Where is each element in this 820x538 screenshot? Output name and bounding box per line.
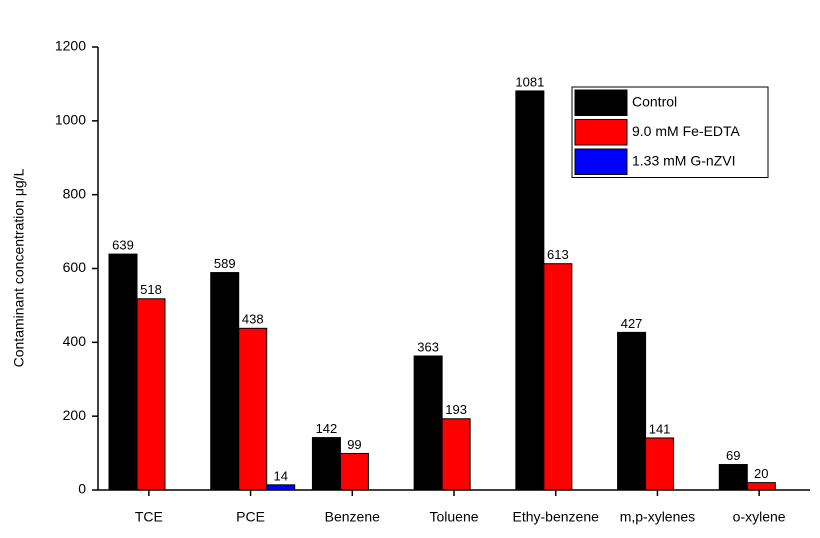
bar xyxy=(210,272,240,491)
y-tick-label: 0 xyxy=(78,481,86,497)
bar xyxy=(108,253,138,491)
bar xyxy=(645,437,675,491)
x-tick-label: TCE xyxy=(135,509,163,525)
data-label: 613 xyxy=(547,247,569,262)
data-label: 363 xyxy=(417,339,439,354)
data-label: 589 xyxy=(214,256,236,271)
y-tick-label: 400 xyxy=(63,333,87,349)
y-axis-title: Contaminant concentration μg/L xyxy=(11,168,27,367)
y-tick-label: 200 xyxy=(63,407,87,423)
legend-label: 1.33 mM G-nZVI xyxy=(632,152,735,168)
bar xyxy=(718,464,748,491)
x-tick-label: PCE xyxy=(236,509,265,525)
legend-swatch xyxy=(574,148,628,175)
bar xyxy=(339,452,369,491)
bar xyxy=(746,482,776,491)
bar xyxy=(136,298,166,491)
data-label: 1081 xyxy=(515,74,544,89)
bar xyxy=(617,331,647,491)
bar xyxy=(413,355,443,491)
y-tick-label: 600 xyxy=(63,259,87,275)
y-tick-label: 1000 xyxy=(55,112,86,128)
data-label: 69 xyxy=(726,448,740,463)
bar xyxy=(266,484,296,491)
data-label: 193 xyxy=(445,402,467,417)
legend-swatch xyxy=(574,119,628,146)
x-tick-label: Toluene xyxy=(429,509,478,525)
legend-label: Control xyxy=(632,93,677,109)
data-label: 142 xyxy=(316,421,338,436)
bar xyxy=(441,418,471,491)
legend-swatch xyxy=(574,89,628,116)
data-label: 99 xyxy=(347,437,361,452)
bar xyxy=(543,263,573,491)
bar xyxy=(311,437,341,491)
legend-label: 9.0 mM Fe-EDTA xyxy=(632,123,741,139)
bar xyxy=(515,90,545,491)
x-tick-label: m,p-xylenes xyxy=(620,509,695,525)
y-tick-label: 1200 xyxy=(55,38,86,54)
x-tick-label: o-xylene xyxy=(733,509,786,525)
bar xyxy=(238,327,268,491)
data-label: 438 xyxy=(242,312,264,327)
x-tick-label: Benzene xyxy=(325,509,380,525)
y-tick-label: 800 xyxy=(63,185,87,201)
data-label: 20 xyxy=(754,466,768,481)
x-tick-label: Ethy-benzene xyxy=(513,509,600,525)
data-label: 141 xyxy=(649,421,671,436)
data-label: 518 xyxy=(140,282,162,297)
data-label: 427 xyxy=(621,316,643,331)
data-label: 639 xyxy=(112,238,134,253)
data-label: 14 xyxy=(273,468,287,483)
